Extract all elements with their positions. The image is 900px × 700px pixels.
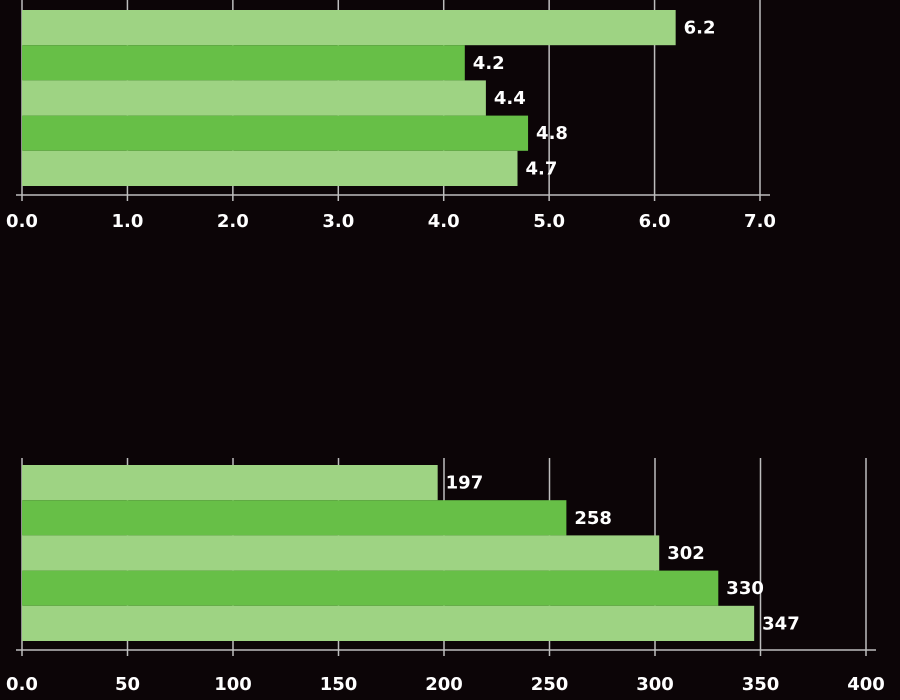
x-tick-label: 150 xyxy=(320,674,358,695)
x-tick-label: 0.0 xyxy=(6,674,38,695)
bar xyxy=(22,115,529,151)
x-tick-label: 2.0 xyxy=(217,211,249,232)
bar-value-label: 4.7 xyxy=(526,158,558,179)
bar-value-label: 6.2 xyxy=(684,18,716,39)
x-tick-label: 4.0 xyxy=(428,211,460,232)
x-tick-label: 250 xyxy=(531,674,569,695)
bar xyxy=(22,570,719,606)
x-tick-label: 3.0 xyxy=(322,211,354,232)
x-tick-label: 100 xyxy=(214,674,252,695)
bar xyxy=(22,465,438,501)
x-tick-label: 5.0 xyxy=(533,211,565,232)
bar-value-label: 4.2 xyxy=(473,53,505,74)
bar xyxy=(22,605,755,641)
x-tick-label: 300 xyxy=(636,674,674,695)
x-tick-label: 400 xyxy=(847,674,885,695)
bar-value-label: 197 xyxy=(446,473,484,494)
bar-value-label: 4.8 xyxy=(536,123,568,144)
x-tick-label: 1.0 xyxy=(111,211,143,232)
bar-value-label: 258 xyxy=(574,508,612,529)
x-tick-label: 350 xyxy=(742,674,780,695)
bar xyxy=(22,80,486,116)
x-tick-label: 50 xyxy=(115,674,140,695)
x-tick-label: 7.0 xyxy=(744,211,776,232)
bar xyxy=(22,150,518,186)
bar xyxy=(22,535,660,571)
bar-value-label: 4.4 xyxy=(494,88,526,109)
bar-value-label: 347 xyxy=(762,613,800,634)
bar xyxy=(22,500,567,536)
bar-value-label: 302 xyxy=(667,543,705,564)
bar xyxy=(22,10,676,46)
bar-value-label: 330 xyxy=(726,578,764,599)
x-tick-label: 200 xyxy=(425,674,463,695)
x-tick-label: 6.0 xyxy=(639,211,671,232)
x-tick-label: 0.0 xyxy=(6,211,38,232)
bar xyxy=(22,45,465,81)
